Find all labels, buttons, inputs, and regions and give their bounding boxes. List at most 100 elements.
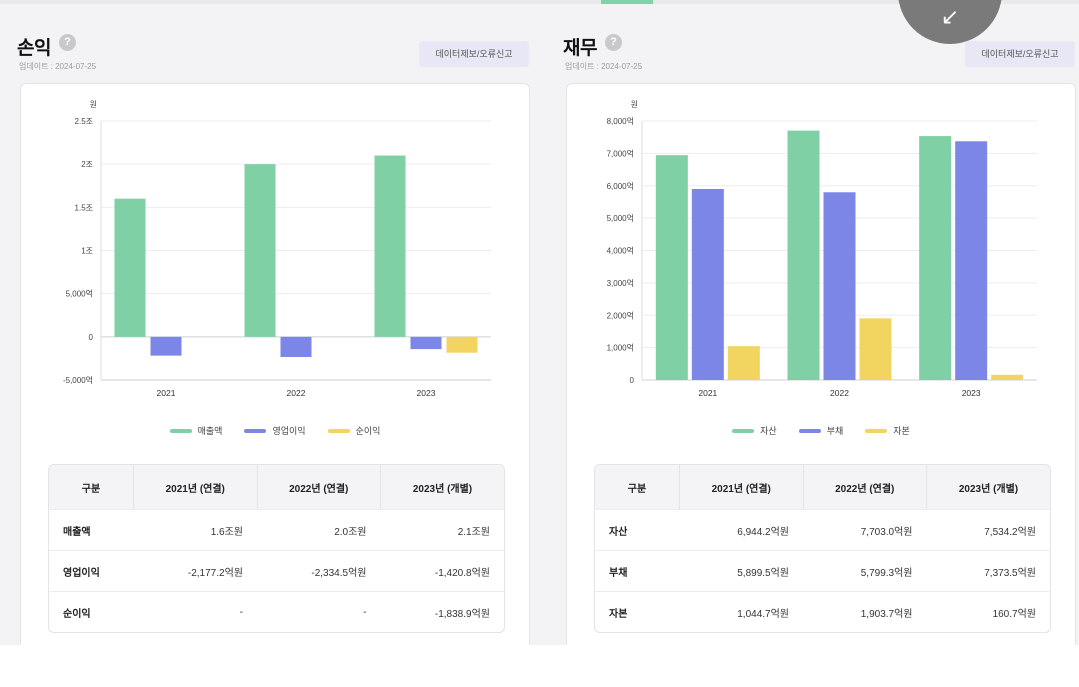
help-icon[interactable]: ? <box>59 34 76 51</box>
income-panel: 손익 ? 업데이트 : 2024-07-25 데이터제보/오류신고 원 -5,00… <box>17 0 537 687</box>
legend-swatch <box>865 428 888 433</box>
legend-swatch <box>327 428 350 433</box>
income-legend: 매출액 영업이익 순이익 <box>21 424 529 437</box>
y-tick-label: 3,000억 <box>607 278 634 288</box>
table-cell: 2.1조원 <box>380 509 504 551</box>
legend-item[interactable]: 부채 <box>798 424 844 437</box>
table-cell: 7,534.2억원 <box>926 509 1050 551</box>
table-header-cell: 2023년 (개별) <box>380 465 504 510</box>
table-row: 영업이익 -2,177.2억원 -2,334.5억원 -1,420.8억원 <box>49 550 504 592</box>
table-cell: 6,944.2억원 <box>679 509 803 551</box>
x-tick-label: 2021 <box>698 388 717 398</box>
bar-자산-2022[interactable] <box>787 130 820 380</box>
table-row: 자본 1,044.7억원 1,903.7억원 160.7억원 <box>595 591 1050 632</box>
table-cell: -1,420.8억원 <box>380 550 504 592</box>
y-tick-label: 5,000억 <box>607 213 634 223</box>
bar-매출액-2021[interactable] <box>114 198 146 337</box>
table-cell: 5,899.5억원 <box>679 550 803 592</box>
table-header-cell: 구분 <box>49 465 134 510</box>
y-tick-label: 0 <box>89 333 94 342</box>
bar-부채-2021[interactable] <box>691 189 724 380</box>
income-card: 원 -5,000억 0 5,000억 1조 1.5조 2조 2.5조 2021 2022 2023 … <box>20 83 530 665</box>
table-cell: 순이익 <box>49 591 134 632</box>
legend-label: 자본 <box>893 426 910 436</box>
updated-date: 업데이트 : 2024-07-25 <box>19 62 97 71</box>
bar-매출액-2022[interactable] <box>244 164 276 337</box>
bar-부채-2023[interactable] <box>955 141 988 380</box>
x-tick-label: 2022 <box>287 388 306 398</box>
panel-title: 손익 <box>17 38 51 59</box>
bar-영업이익-2022[interactable] <box>280 336 312 357</box>
legend-swatch <box>798 428 821 433</box>
table-cell: 부채 <box>595 550 680 592</box>
y-tick-label: 6,000억 <box>607 181 634 191</box>
bar-자본-2021[interactable] <box>727 346 760 380</box>
table-header-cell: 구분 <box>595 465 680 510</box>
table-cell: 7,703.0억원 <box>803 509 927 551</box>
table-cell: 1,903.7억원 <box>803 591 927 632</box>
finance-legend: 자산 부채 자본 <box>567 424 1075 437</box>
legend-item[interactable]: 영업이익 <box>244 424 306 437</box>
y-tick-label: 8,000억 <box>607 116 634 126</box>
bar-자산-2021[interactable] <box>655 155 688 380</box>
panel-title: 재무 <box>563 38 597 59</box>
bottom-area <box>0 645 1079 687</box>
legend-label: 자산 <box>760 426 777 436</box>
table-cell: 영업이익 <box>49 550 134 592</box>
table-cell: 5,799.3억원 <box>803 550 927 592</box>
legend-item[interactable]: 자본 <box>865 424 910 437</box>
y-tick-label: -5,000억 <box>63 375 93 385</box>
unit-label: 원 <box>90 100 97 109</box>
report-error-button[interactable]: 데이터제보/오류신고 <box>965 41 1075 67</box>
table-cell: - <box>257 591 381 632</box>
legend-label: 부채 <box>826 426 844 436</box>
table-cell: 1,044.7억원 <box>679 591 803 632</box>
legend-label: 매출액 <box>197 426 223 436</box>
y-tick-label: 2.5조 <box>75 117 93 126</box>
y-tick-label: 5,000억 <box>66 289 93 299</box>
table-cell: 160.7억원 <box>926 591 1050 632</box>
table-header-cell: 2022년 (연결) <box>802 465 927 510</box>
bar-영업이익-2023[interactable] <box>410 336 442 350</box>
table-cell: 매출액 <box>49 509 134 551</box>
x-tick-label: 2023 <box>962 388 981 398</box>
bar-자본-2023[interactable] <box>991 374 1024 380</box>
table-header-cell: 2022년 (연결) <box>256 465 381 510</box>
y-tick-label: 1,000억 <box>607 343 634 353</box>
finance-card: 원 0 1,000억 2,000억 3,000억 4,000억 5,000억 6,000억 7,… <box>566 83 1076 665</box>
legend-item[interactable]: 자산 <box>732 424 777 437</box>
bar-자산-2023[interactable] <box>919 136 952 380</box>
report-error-button[interactable]: 데이터제보/오류신고 <box>419 41 529 67</box>
legend-item[interactable]: 순이익 <box>327 424 381 437</box>
y-tick-label: 4,000억 <box>607 246 634 256</box>
y-tick-label: 1.5조 <box>75 203 93 212</box>
table-row: 부채 5,899.5억원 5,799.3억원 7,373.5억원 <box>595 550 1050 592</box>
table-header-cell: 2021년 (연결) <box>133 465 257 510</box>
table-cell: -2,334.5억원 <box>257 550 381 592</box>
x-tick-label: 2022 <box>830 388 849 398</box>
finance-chart: 원 0 1,000억 2,000억 3,000억 4,000억 5,000억 6,000억 7,… <box>607 100 1037 398</box>
bar-매출액-2023[interactable] <box>374 155 406 337</box>
bar-순이익-2023[interactable] <box>446 336 478 353</box>
bar-부채-2022[interactable] <box>823 192 856 380</box>
table-cell: 자본 <box>595 591 680 632</box>
legend-swatch <box>732 428 755 433</box>
table-row: 매출액 1.6조원 2.0조원 2.1조원 <box>49 509 504 551</box>
bar-자본-2022[interactable] <box>859 318 892 380</box>
finance-panel: 재무 ? 업데이트 : 2024-07-25 데이터제보/오류신고 원 0 1,00… <box>563 0 1079 687</box>
y-tick-label: 1조 <box>81 247 93 256</box>
income-table: 구분 2021년 (연결) 2022년 (연결) 2023년 (개별) 매출액 1.6조원… <box>48 464 505 633</box>
table-cell: - <box>133 591 257 632</box>
help-icon[interactable]: ? <box>605 34 622 51</box>
legend-item[interactable]: 매출액 <box>169 424 223 437</box>
legend-label: 순이익 <box>355 426 381 436</box>
table-header-cell: 2023년 (개별) <box>926 465 1050 510</box>
income-chart: 원 -5,000억 0 5,000억 1조 1.5조 2조 2.5조 2021 2022 2023 <box>63 100 491 398</box>
table-cell: 자산 <box>595 509 680 551</box>
table-header-cell: 2021년 (연결) <box>679 465 803 510</box>
table-header-row: 구분 2021년 (연결) 2022년 (연결) 2023년 (개별) <box>595 465 1050 510</box>
active-tab-indicator <box>601 0 653 4</box>
bar-영업이익-2021[interactable] <box>150 336 182 356</box>
x-tick-label: 2023 <box>417 388 436 398</box>
legend-swatch <box>169 428 192 433</box>
